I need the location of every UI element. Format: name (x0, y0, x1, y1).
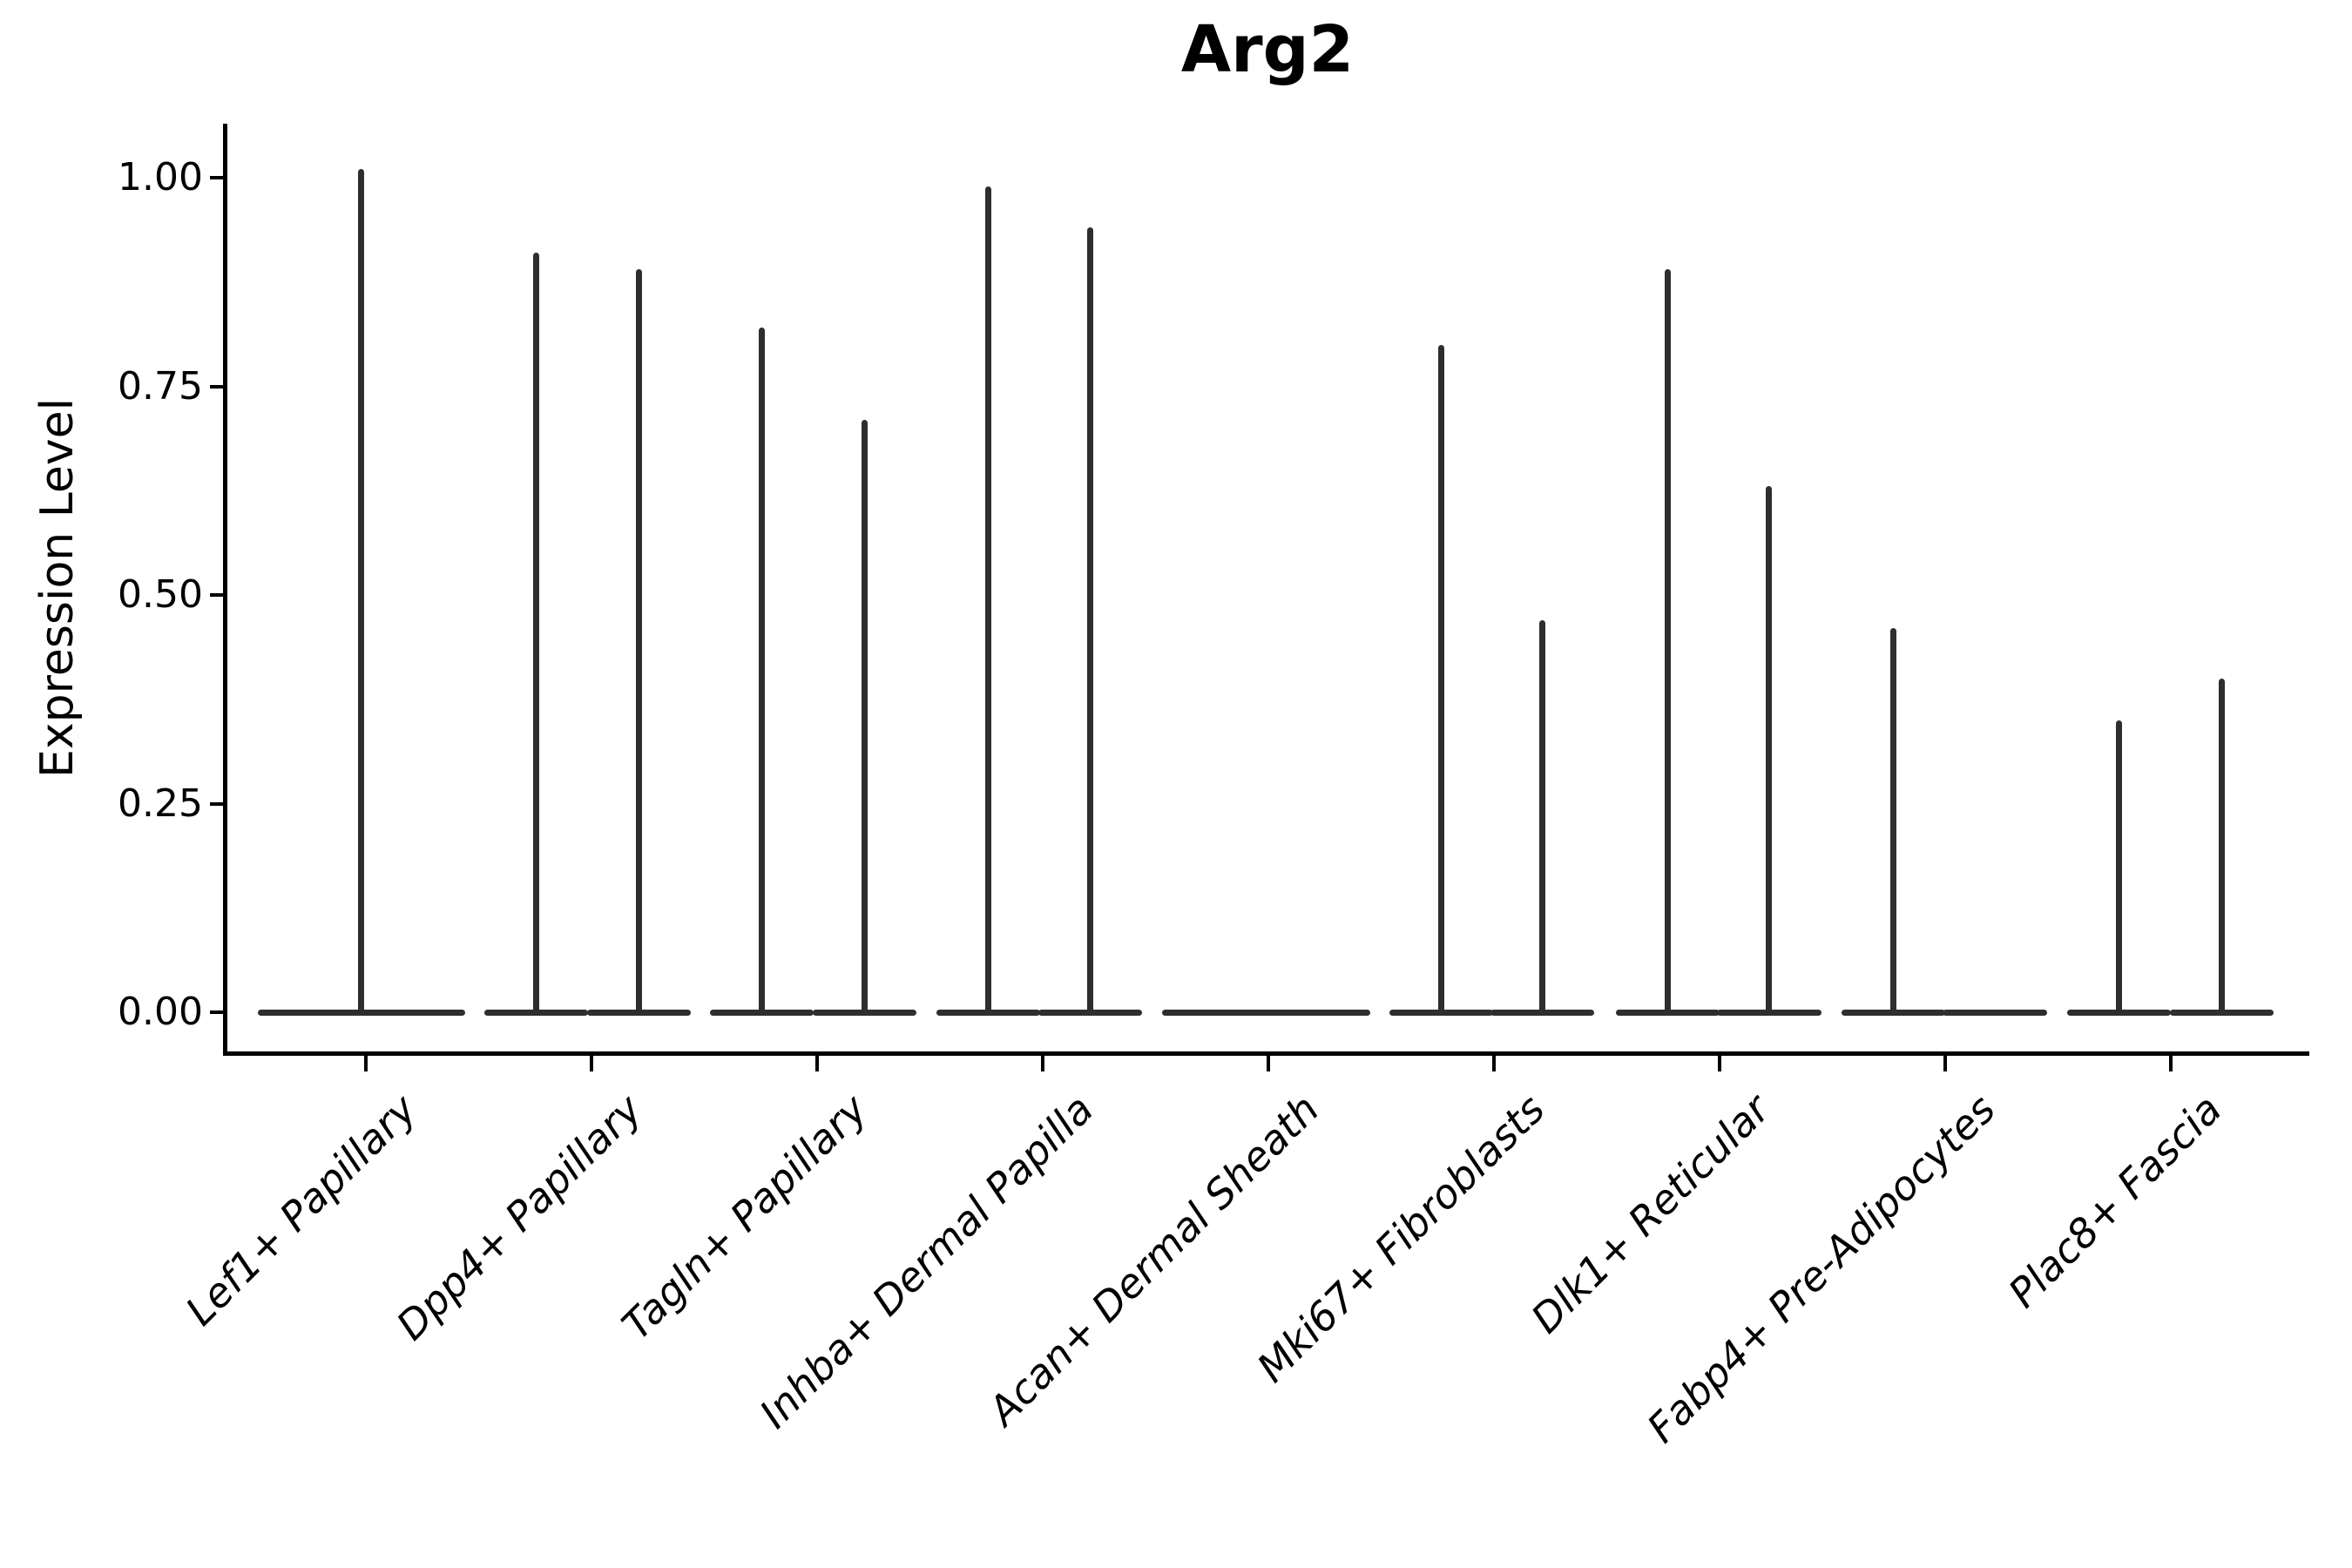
violin-base (1717, 1009, 1821, 1016)
x-tick (1943, 1056, 1947, 1071)
violin-spike (358, 169, 365, 1012)
violin-base (1490, 1009, 1595, 1016)
x-tick (364, 1056, 368, 1071)
y-tick-label: 0.75 (118, 363, 203, 409)
plot-title: Arg2 (1180, 12, 1355, 87)
x-tick-label: Tagln+ Papillary (612, 1085, 877, 1349)
x-tick-label: Lef1+ Papillary (176, 1085, 426, 1335)
y-tick (210, 384, 223, 389)
violin-base (1037, 1009, 1142, 1016)
x-tick-label: Plac8+ Fascia (1998, 1085, 2231, 1317)
violin-base (257, 1009, 465, 1016)
violin-spike (1664, 269, 1671, 1012)
y-tick (210, 1010, 223, 1014)
y-tick-label: 1.00 (118, 155, 203, 199)
violin-base (2169, 1009, 2274, 1016)
violin-spike (985, 186, 992, 1012)
violin-spike (2115, 720, 2122, 1012)
violin-spike (861, 419, 868, 1012)
violin-spike (759, 328, 766, 1012)
violin-base (586, 1009, 691, 1016)
x-tick-label: Dlk1+ Reticular (1522, 1085, 1780, 1342)
y-tick-label: 0.00 (118, 990, 203, 1034)
x-tick (1041, 1056, 1044, 1071)
violin-base (812, 1009, 916, 1016)
violin-base (483, 1009, 589, 1016)
violin-base (1615, 1009, 1720, 1016)
x-tick (1718, 1056, 1721, 1071)
violin-base (709, 1009, 814, 1016)
x-tick (1267, 1056, 1270, 1071)
violin-spike (1889, 628, 1896, 1012)
x-tick-label: Dpp4+ Papillary (387, 1085, 652, 1349)
violin-spike (1437, 344, 1444, 1012)
violin-base (1389, 1009, 1493, 1016)
violin-spike (1086, 227, 1093, 1012)
x-tick (2169, 1056, 2173, 1071)
y-tick-label: 0.50 (118, 572, 203, 617)
violin-spike (533, 253, 540, 1012)
violin-base (936, 1009, 1041, 1016)
x-tick (590, 1056, 593, 1071)
violin-base (1943, 1009, 2047, 1016)
violin-base (1162, 1009, 1370, 1016)
y-tick (210, 593, 223, 597)
y-axis-spine (223, 124, 227, 1056)
violin-base (2066, 1009, 2171, 1016)
violin-base (1841, 1009, 1945, 1016)
violin-spike (1539, 619, 1546, 1012)
violin-spike (2218, 678, 2225, 1012)
violin-spike (635, 269, 642, 1012)
x-axis-spine (223, 1051, 2309, 1056)
violin-spike (1766, 486, 1773, 1012)
x-tick (815, 1056, 819, 1071)
x-tick (1492, 1056, 1496, 1071)
y-tick (210, 801, 223, 806)
y-tick (210, 176, 223, 179)
y-tick-label: 0.25 (118, 781, 203, 826)
